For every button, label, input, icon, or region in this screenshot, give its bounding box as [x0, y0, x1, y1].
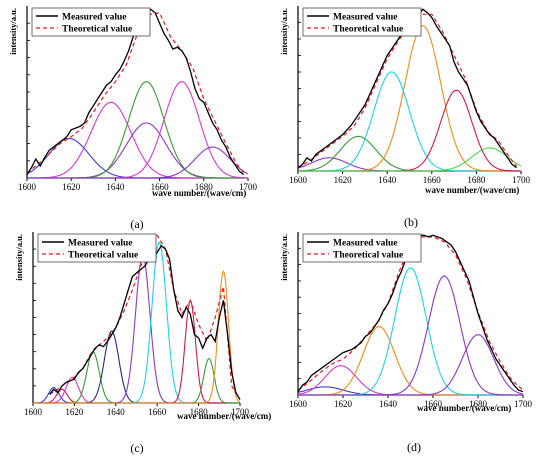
legend-label-theoretical: Theoretical value: [333, 251, 403, 261]
component-peak: [298, 147, 522, 172]
component-peak: [298, 135, 521, 172]
legend-label-theoretical: Theoretical value: [333, 25, 403, 35]
y-axis-label: intensity/a.u.: [8, 8, 18, 55]
panel-b: 1600 1620 1640 1660 1680 1700 Measured value Th…: [279, 6, 531, 229]
x-tick-label: 1600: [289, 399, 308, 409]
x-tick-label: 1660: [424, 399, 443, 409]
x-tick-label: 1620: [334, 175, 353, 185]
component-peak: [27, 81, 248, 179]
x-tick-label: 1620: [62, 182, 81, 192]
component-peak: [298, 71, 521, 172]
component-peak: [298, 334, 524, 396]
y-axis-label: intensity/a.u.: [14, 234, 24, 281]
x-tick-label: 1640: [106, 182, 125, 192]
x-tick-label: 1600: [289, 175, 308, 185]
x-tick-label: 1700: [239, 182, 258, 192]
theoretical-series: [297, 13, 517, 169]
x-tick-label: 1680: [195, 182, 214, 192]
legend-label-measured: Measured value: [68, 239, 132, 249]
legend-label-theoretical: Theoretical value: [62, 25, 132, 35]
x-tick-label: 1640: [378, 175, 397, 185]
component-peak: [298, 25, 521, 172]
x-tick-label: 1600: [24, 407, 43, 417]
legend: [31, 7, 151, 37]
panel-d: 1600 1620 1640 1660 1680 1700 Measured value Th…: [279, 232, 533, 454]
x-axis-label: wave number/(wave/cm): [417, 403, 511, 413]
x-tick-label: 1620: [65, 407, 84, 417]
x-tick-label: 1640: [107, 407, 126, 417]
component-peak: [33, 357, 240, 404]
legend: [302, 233, 422, 263]
panel-caption: (b): [404, 215, 418, 229]
x-tick-label: 1660: [423, 175, 442, 185]
x-tick-label: 1680: [190, 407, 209, 417]
legend: [302, 7, 422, 37]
legend-label-measured: Measured value: [62, 13, 126, 23]
component-peak: [298, 267, 523, 396]
x-tick-label: 1680: [469, 399, 488, 409]
x-tick-label: 1700: [514, 399, 533, 409]
legend-label-measured: Measured value: [333, 239, 397, 249]
component-peak: [33, 241, 240, 404]
measured-series: [49, 244, 241, 400]
component-peak: [33, 299, 240, 404]
x-tick-label: 1600: [18, 182, 37, 192]
x-tick-label: 1700: [512, 175, 531, 185]
component-peak: [27, 101, 248, 179]
x-axis-label: wave number/(wave/cm): [152, 188, 246, 198]
panel-caption: (c): [130, 441, 143, 455]
x-tick-label: 1660: [151, 182, 170, 192]
component-peak: [27, 146, 249, 179]
legend: [37, 233, 157, 263]
y-axis-label: intensity/a.u.: [279, 8, 289, 55]
x-axis-label: wave number/(wave/cm): [425, 185, 519, 195]
legend-label-theoretical: Theoretical value: [68, 251, 138, 261]
panel-caption: (a): [130, 217, 143, 231]
x-tick-label: 1660: [148, 407, 167, 417]
panel-c: 1600 1620 1640 1660 1680 1700 Measured value Th…: [14, 232, 271, 455]
y-axis-label: intensity/a.u.: [279, 234, 289, 281]
x-tick-label: 1640: [379, 399, 398, 409]
component-peak: [27, 81, 248, 179]
x-tick-label: 1700: [231, 407, 250, 417]
component-peak: [297, 365, 523, 396]
x-tick-label: 1680: [467, 175, 486, 185]
component-peak: [298, 275, 523, 396]
theoretical-series: [26, 12, 245, 174]
panel-caption: (d): [407, 440, 421, 454]
x-axis-label: wave number/(wave/cm): [177, 411, 271, 421]
panel-a: 1600 1620 1640 1660 1680 1700 Measured value Th…: [8, 6, 258, 231]
component-peak: [27, 122, 248, 179]
x-tick-label: 1620: [334, 399, 353, 409]
legend-label-measured: Measured value: [333, 13, 397, 23]
component-peak: [33, 269, 241, 404]
component-peak: [33, 351, 240, 404]
